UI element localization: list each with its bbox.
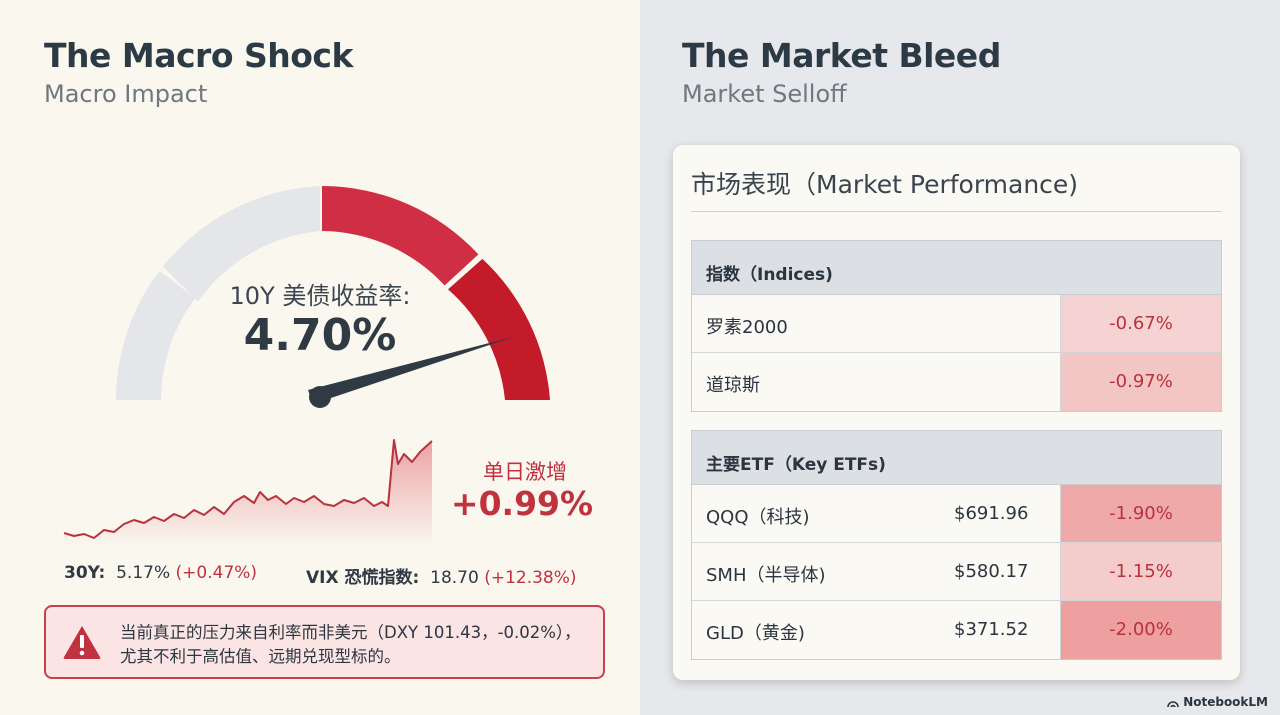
yield-sparkline <box>63 439 433 545</box>
etf-price: $691.96 <box>954 503 1029 524</box>
index-name: 道琼斯 <box>706 375 760 396</box>
table-row: SMH（半导体) $580.17 -1.15% <box>692 543 1221 601</box>
gauge-segment-mid <box>322 186 479 286</box>
surge-label: 单日激增 <box>483 460 567 484</box>
etf-table: 主要ETF（Key ETFs) QQQ（科技) $691.96 -1.90% S… <box>691 430 1222 660</box>
stat-30y-value: 5.17% <box>116 563 171 583</box>
etf-name: SMH（半导体) <box>706 565 826 586</box>
indices-table: 指数（Indices) 罗素2000 -0.67% 道琼斯 -0.97% <box>691 240 1222 412</box>
etf-name: GLD（黄金) <box>706 623 805 644</box>
yield-gauge <box>116 186 550 408</box>
panel-subtitle: Macro Impact <box>44 80 208 108</box>
etf-header: 主要ETF（Key ETFs) <box>692 431 1221 485</box>
market-performance-card: 市场表现（Market Performance) 指数（Indices) 罗素2… <box>673 145 1240 680</box>
stat-vix-value: 18.70 <box>430 568 479 588</box>
stat-vix-change: (+12.38%) <box>484 568 577 588</box>
card-title: 市场表现（Market Performance) <box>691 170 1079 199</box>
notebooklm-logo-icon <box>1167 700 1179 707</box>
etf-change: -2.00% <box>1060 601 1221 659</box>
warning-text: 当前真正的压力来自利率而非美元（DXY 101.43，-0.02%），尤其不利于… <box>120 623 581 666</box>
table-row: QQQ（科技) $691.96 -1.90% <box>692 485 1221 543</box>
index-change: -0.97% <box>1060 353 1221 411</box>
gauge-needle <box>308 336 516 404</box>
etf-name: QQQ（科技) <box>706 507 810 528</box>
watermark-text: NotebookLM <box>1183 695 1268 709</box>
index-name: 罗素2000 <box>706 317 788 338</box>
card-divider <box>691 211 1222 212</box>
etf-change: -1.90% <box>1060 485 1221 542</box>
indices-header: 指数（Indices) <box>692 241 1221 295</box>
notebooklm-watermark: NotebookLM <box>1167 695 1268 709</box>
table-row: 道琼斯 -0.97% <box>692 353 1221 411</box>
stat-30y-change: (+0.47%) <box>175 563 258 583</box>
sparkline-line <box>63 439 433 539</box>
etf-change: -1.15% <box>1060 543 1221 600</box>
panel-subtitle: Market Selloff <box>682 80 847 108</box>
stat-vix: VIX 恐慌指数: 18.70 (+12.38%) <box>306 563 577 588</box>
macro-shock-panel: The Macro Shock Macro Impact 10Y 美债收益率: … <box>44 36 605 679</box>
etf-price: $371.52 <box>954 619 1029 640</box>
table-row: 罗素2000 -0.67% <box>692 295 1221 353</box>
panel-title: The Macro Shock <box>44 36 353 75</box>
sparkline-fill <box>64 440 432 545</box>
gauge-segment-high <box>448 258 550 400</box>
table-row: GLD（黄金) $371.52 -2.00% <box>692 601 1221 659</box>
gauge-segment-low <box>116 270 196 400</box>
etf-price: $580.17 <box>954 561 1029 582</box>
surge-value: +0.99% <box>450 484 594 523</box>
warning-callout: 当前真正的压力来自利率而非美元（DXY 101.43，-0.02%），尤其不利于… <box>44 605 605 679</box>
stat-30y-label: 30Y: <box>64 563 106 583</box>
gauge-needle-hub <box>309 386 331 408</box>
gauge-value: 4.70% <box>243 310 397 361</box>
index-change: -0.67% <box>1060 295 1221 352</box>
panel-title: The Market Bleed <box>682 36 1001 75</box>
gauge-segment-low2 <box>162 186 320 302</box>
gauge-label: 10Y 美债收益率: <box>229 282 411 310</box>
stat-30y: 30Y: 5.17% (+0.47%) <box>64 563 257 583</box>
warning-triangle-icon <box>63 626 101 659</box>
stat-vix-label: VIX 恐慌指数: <box>306 568 420 588</box>
